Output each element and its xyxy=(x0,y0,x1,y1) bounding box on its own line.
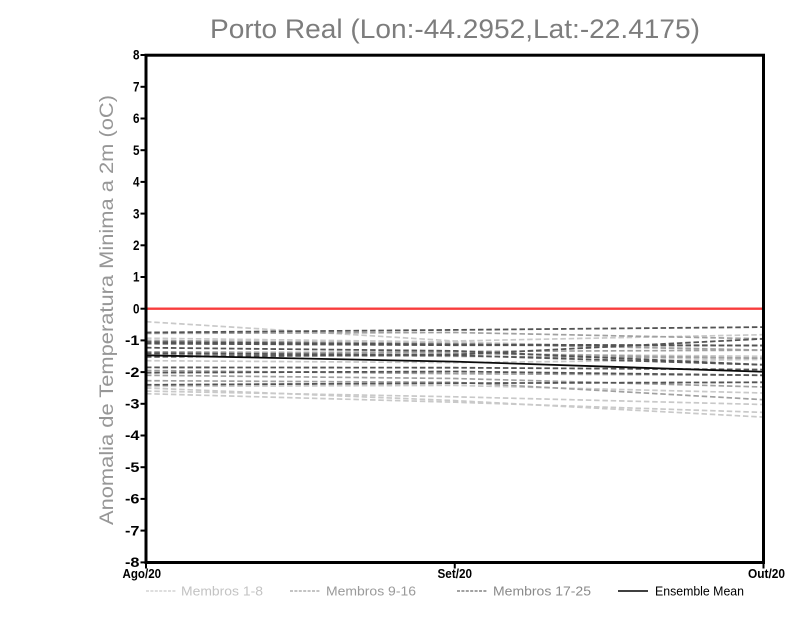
svg-text:4: 4 xyxy=(133,175,140,190)
svg-text:Membros 17-25: Membros 17-25 xyxy=(493,584,591,599)
svg-text:Ago/20: Ago/20 xyxy=(123,567,162,581)
svg-text:-2: -2 xyxy=(125,365,140,380)
svg-text:5: 5 xyxy=(133,143,140,158)
svg-text:Porto Real (Lon:-44.2952,Lat:-: Porto Real (Lon:-44.2952,Lat:-22.4175) xyxy=(210,14,700,44)
svg-text:Set/20: Set/20 xyxy=(438,567,473,581)
svg-text:0: 0 xyxy=(133,301,140,316)
svg-text:-5: -5 xyxy=(125,460,140,475)
svg-text:-4: -4 xyxy=(125,428,140,443)
svg-text:2: 2 xyxy=(133,238,140,253)
svg-text:-6: -6 xyxy=(125,492,140,507)
svg-text:-1: -1 xyxy=(125,333,140,348)
svg-text:-8: -8 xyxy=(125,555,140,570)
svg-text:6: 6 xyxy=(133,111,140,126)
svg-text:1: 1 xyxy=(133,270,140,285)
svg-text:Ensemble Mean: Ensemble Mean xyxy=(655,584,744,599)
svg-text:7: 7 xyxy=(133,80,140,95)
svg-text:Membros 9-16: Membros 9-16 xyxy=(326,584,416,599)
svg-text:Anomalia de Temperatura Minima: Anomalia de Temperatura Minima a 2m (oC) xyxy=(96,95,118,525)
svg-text:Out/20: Out/20 xyxy=(748,567,785,581)
svg-text:-3: -3 xyxy=(125,397,140,412)
svg-text:8: 8 xyxy=(133,48,140,63)
svg-text:3: 3 xyxy=(133,206,140,221)
svg-text:Membros 1-8: Membros 1-8 xyxy=(181,584,263,599)
svg-text:-7: -7 xyxy=(125,523,140,538)
